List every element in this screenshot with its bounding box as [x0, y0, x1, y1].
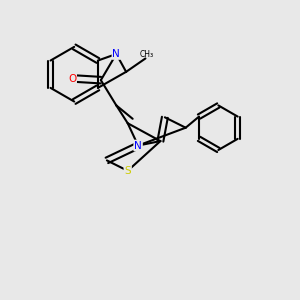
Text: N: N: [112, 49, 120, 59]
Text: CH₃: CH₃: [140, 50, 154, 59]
Text: O: O: [68, 74, 76, 84]
Text: N: N: [134, 140, 142, 151]
Text: S: S: [124, 166, 131, 176]
